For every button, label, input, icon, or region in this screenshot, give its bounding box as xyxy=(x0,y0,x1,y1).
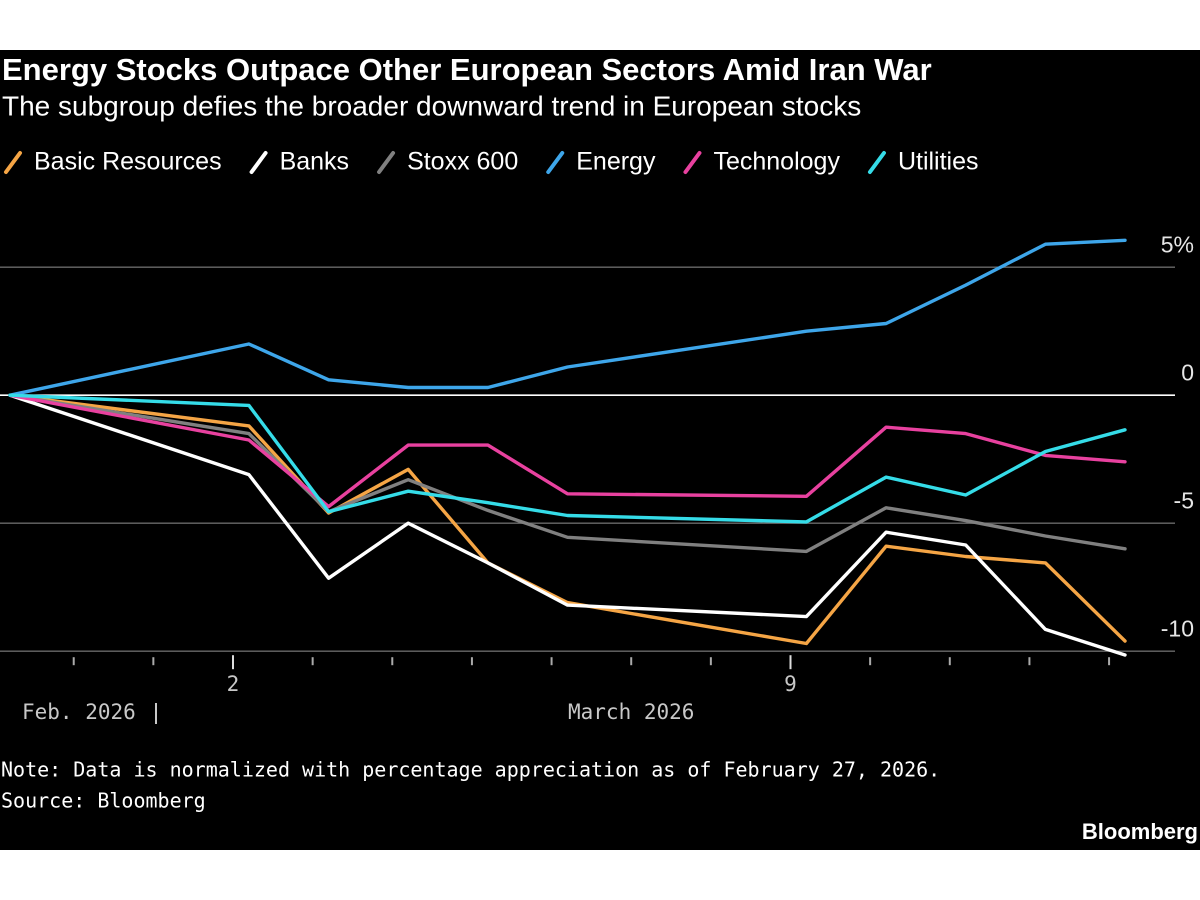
legend-marker xyxy=(377,151,396,174)
x-tick-label: 9 xyxy=(784,672,797,696)
legend-marker xyxy=(249,151,268,174)
legend-marker xyxy=(4,151,22,174)
legend-marker xyxy=(867,151,886,174)
x-group-label: March 2026 xyxy=(568,700,694,724)
y-tick-label: -5 xyxy=(1174,487,1194,513)
legend-label: Basic Resources xyxy=(34,148,222,176)
chart-title: Energy Stocks Outpace Other European Sec… xyxy=(2,52,932,87)
background xyxy=(0,50,1200,850)
legend-label: Utilities xyxy=(898,148,979,176)
series-line xyxy=(8,393,1127,524)
legend-marker xyxy=(683,151,702,174)
series-line xyxy=(8,238,1127,397)
y-tick-label: 5% xyxy=(1161,231,1194,257)
series-line xyxy=(8,393,1127,509)
note: Note: Data is normalized with percentage… xyxy=(1,758,940,782)
legend-label: Energy xyxy=(576,148,656,176)
legend-label: Stoxx 600 xyxy=(407,148,518,176)
plot-area: 5% 0 -5 -10 2 9 xyxy=(0,231,1194,696)
x-group-label: Feb. 2026 xyxy=(22,700,136,724)
legend-label: Banks xyxy=(280,148,349,176)
chart-subtitle: The subgroup defies the broader downward… xyxy=(2,90,861,121)
y-tick-label: 0 xyxy=(1181,359,1194,385)
x-tick-label: 2 xyxy=(227,672,240,696)
legend-marker xyxy=(546,151,565,174)
legend: Basic Resources Banks Stoxx 600 Energy Techn… xyxy=(4,148,979,176)
legend-label: Technology xyxy=(713,148,840,176)
source: Source: Bloomberg xyxy=(1,789,206,813)
brand: Bloomberg xyxy=(1082,819,1198,844)
y-tick-label: -10 xyxy=(1161,615,1194,641)
series-line xyxy=(8,393,1127,657)
